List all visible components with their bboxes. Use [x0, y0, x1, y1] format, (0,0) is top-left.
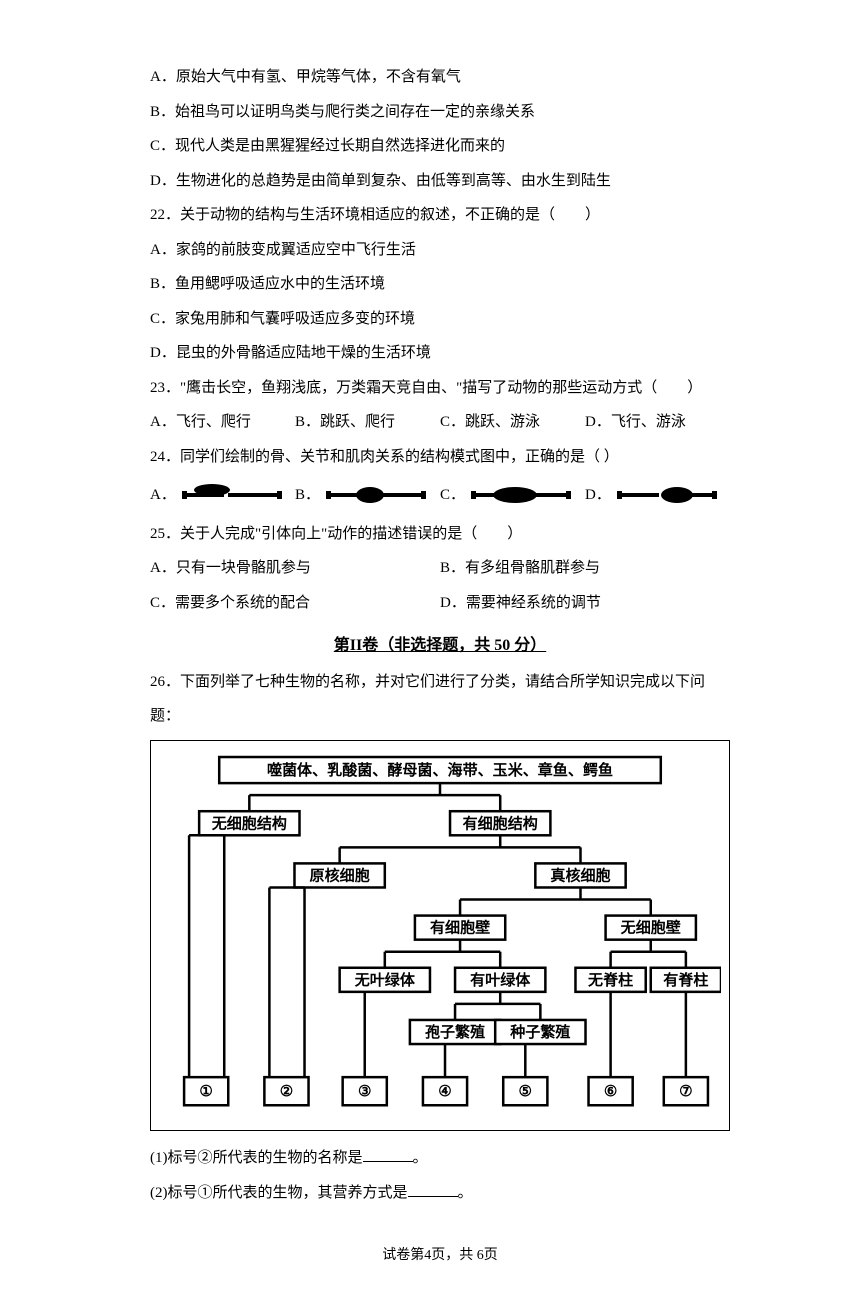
svg-text:无细胞结构: 无细胞结构 — [212, 814, 287, 832]
section2-title: 第II卷（非选择题，共 50 分） — [150, 628, 730, 665]
q24-stem: 24．同学们绘制的骨、关节和肌肉关系的结构模式图中，正确的是（ ） — [150, 440, 730, 475]
svg-text:噬菌体、乳酸菌、酵母菌、海带、玉米、章鱼、鳄鱼: 噬菌体、乳酸菌、酵母菌、海带、玉米、章鱼、鳄鱼 — [267, 761, 613, 779]
bone-diagram-c-icon — [471, 483, 571, 507]
svg-text:②: ② — [280, 1083, 293, 1100]
svg-text:无细胞壁: 无细胞壁 — [621, 918, 681, 936]
svg-text:有细胞壁: 有细胞壁 — [430, 918, 490, 936]
svg-text:④: ④ — [438, 1083, 452, 1100]
q23-opt-d: D．飞行、游泳 — [585, 405, 730, 440]
svg-text:有脊柱: 有脊柱 — [663, 971, 708, 989]
svg-text:原核细胞: 原核细胞 — [310, 866, 370, 884]
exam-page: A．原始大气中有氢、甲烷等气体，不含有氧气 B．始祖鸟可以证明鸟类与爬行类之间存… — [0, 0, 860, 1312]
q23-opt-b: B．跳跃、爬行 — [295, 405, 440, 440]
q23-stem: 23．"鹰击长空，鱼翔浅底，万类霜天竞自由、"描写了动物的那些运动方式（ ） — [150, 371, 730, 406]
q23-opt-a: A．飞行、爬行 — [150, 405, 295, 440]
q22-stem: 22．关于动物的结构与生活环境相适应的叙述，不正确的是（ ） — [150, 198, 730, 233]
svg-text:有叶绿体: 有叶绿体 — [470, 971, 531, 989]
q24-options: A． B． C． — [150, 478, 730, 513]
svg-text:有细胞结构: 有细胞结构 — [463, 814, 538, 832]
svg-text:无脊柱: 无脊柱 — [588, 971, 633, 989]
svg-text:⑤: ⑤ — [519, 1083, 533, 1100]
q24-label-d: D． — [585, 478, 611, 513]
q24-label-b: B． — [295, 478, 320, 513]
q22-opt-a: A．家鸽的前肢变成翼适应空中飞行生活 — [150, 233, 730, 268]
svg-text:③: ③ — [358, 1083, 371, 1100]
q26-sub1: (1)标号②所代表的生物的名称是 。 — [150, 1141, 730, 1176]
svg-text:孢子繁殖: 孢子繁殖 — [425, 1023, 485, 1041]
q23-opt-c: C．跳跃、游泳 — [440, 405, 585, 440]
q26-sub2-end: 。 — [458, 1185, 473, 1201]
blank-1 — [363, 1145, 413, 1162]
q25-opt-d: D．需要神经系统的调节 — [440, 586, 730, 621]
option-b: B．始祖鸟可以证明鸟类与爬行类之间存在一定的亲缘关系 — [150, 95, 730, 130]
q23-options: A．飞行、爬行 B．跳跃、爬行 C．跳跃、游泳 D．飞行、游泳 — [150, 405, 730, 440]
option-d: D．生物进化的总趋势是由简单到复杂、由低等到高等、由水生到陆生 — [150, 164, 730, 199]
q24-label-a: A． — [150, 478, 176, 513]
tree-svg: .nb { fill:#fff; stroke:#000; stroke-wid… — [159, 751, 721, 1112]
bone-diagram-b-icon — [326, 483, 426, 507]
svg-text:①: ① — [199, 1083, 213, 1100]
q25-row1: A．只有一块骨骼肌参与 B．有多组骨骼肌群参与 — [150, 551, 730, 586]
option-c: C．现代人类是由黑猩猩经过长期自然选择进化而来的 — [150, 129, 730, 164]
q25-opt-a: A．只有一块骨骼肌参与 — [150, 551, 440, 586]
bone-diagram-a-icon — [182, 483, 282, 507]
q22-opt-b: B．鱼用鳃呼吸适应水中的生活环境 — [150, 267, 730, 302]
page-footer: 试卷第4页，共 6页 — [150, 1240, 730, 1272]
option-a: A．原始大气中有氢、甲烷等气体，不含有氧气 — [150, 60, 730, 95]
q25-opt-b: B．有多组骨骼肌群参与 — [440, 551, 730, 586]
blank-2 — [408, 1180, 458, 1197]
q26-sub1-end: 。 — [413, 1150, 428, 1166]
q25-row2: C．需要多个系统的配合 D．需要神经系统的调节 — [150, 586, 730, 621]
bone-diagram-d-icon — [617, 483, 717, 507]
q26-stem: 26．下面列举了七种生物的名称，并对它们进行了分类，请结合所学知识完成以下问题： — [150, 665, 730, 734]
svg-text:⑥: ⑥ — [604, 1083, 618, 1100]
svg-text:真核细胞: 真核细胞 — [550, 866, 610, 884]
q26-sub2: (2)标号①所代表的生物，其营养方式是 。 — [150, 1176, 730, 1211]
q26-sub1-text: (1)标号②所代表的生物的名称是 — [150, 1150, 363, 1166]
q24-label-c: C． — [440, 478, 465, 513]
q22-opt-d: D．昆虫的外骨骼适应陆地干燥的生活环境 — [150, 336, 730, 371]
svg-text:种子繁殖: 种子繁殖 — [509, 1023, 570, 1041]
q25-stem: 25．关于人完成"引体向上"动作的描述错误的是（ ） — [150, 517, 730, 552]
svg-text:无叶绿体: 无叶绿体 — [355, 971, 416, 989]
svg-text:⑦: ⑦ — [679, 1083, 693, 1100]
q25-opt-c: C．需要多个系统的配合 — [150, 586, 440, 621]
q26-sub2-text: (2)标号①所代表的生物，其营养方式是 — [150, 1185, 408, 1201]
classification-tree: .nb { fill:#fff; stroke:#000; stroke-wid… — [150, 740, 730, 1131]
q22-opt-c: C．家兔用肺和气囊呼吸适应多变的环境 — [150, 302, 730, 337]
